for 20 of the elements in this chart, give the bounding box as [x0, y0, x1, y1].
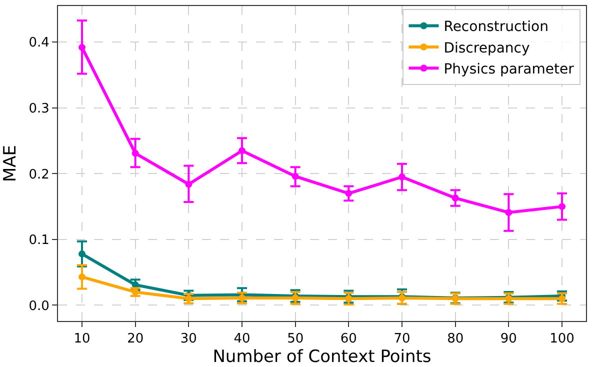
legend-label: Physics parameter	[444, 62, 574, 78]
x-tick-label: 90	[500, 332, 517, 347]
x-tick-label: 80	[447, 332, 464, 347]
y-tick-label: 0.3	[28, 101, 50, 116]
legend-label: Reconstruction	[444, 19, 548, 36]
x-tick-label: 30	[180, 332, 197, 347]
x-tick-label: 70	[394, 332, 410, 347]
x-tick-label: 50	[287, 332, 304, 347]
y-tick-label: 0.2	[28, 167, 50, 182]
y-tick-label: 0.1	[28, 233, 50, 248]
legend-label: Discrepancy	[444, 40, 530, 56]
y-tick-label: 0.4	[28, 36, 50, 51]
y-tick-label: 0.0	[28, 298, 50, 314]
y-axis-title: MAE	[0, 144, 20, 182]
x-tick-label: 20	[127, 332, 144, 347]
x-tick-label: 40	[234, 332, 250, 347]
x-tick-label: 10	[74, 332, 90, 347]
x-tick-label: 60	[340, 332, 357, 347]
x-tick-label: 100	[550, 332, 574, 347]
x-axis-title: Number of Context Points	[212, 347, 432, 367]
